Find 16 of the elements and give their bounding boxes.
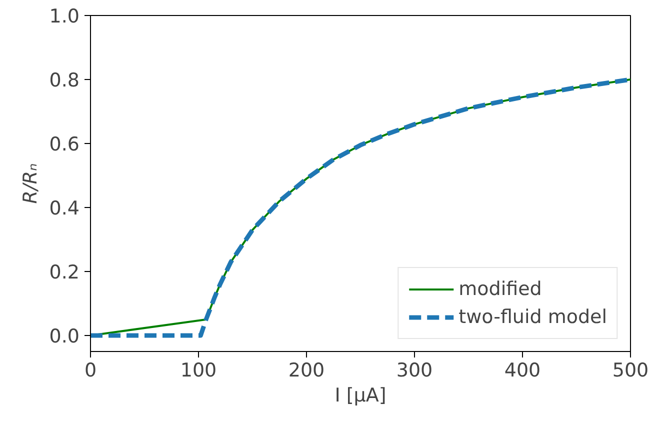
y-tick-label: 0.4: [49, 198, 80, 220]
y-tick-label: 0.8: [49, 70, 80, 92]
legend-label: two-fluid model: [458, 306, 607, 328]
x-axis-title: I [μA]: [334, 384, 386, 406]
legend-label: modified: [458, 278, 542, 300]
y-tick-label: 0.0: [49, 326, 80, 348]
x-tick-label: 100: [180, 360, 217, 382]
y-tick-label: 0.6: [49, 134, 80, 156]
x-tick-label: 300: [396, 360, 433, 382]
y-axis-title: R/Rₙ: [19, 163, 42, 204]
y-tick-label: 0.2: [49, 262, 80, 284]
x-tick-label: 500: [612, 360, 649, 382]
x-tick-label: 200: [288, 360, 325, 382]
x-tick-label: 400: [504, 360, 541, 382]
x-tick-label: 0: [84, 360, 97, 382]
y-tick-label: 1.0: [49, 6, 80, 28]
